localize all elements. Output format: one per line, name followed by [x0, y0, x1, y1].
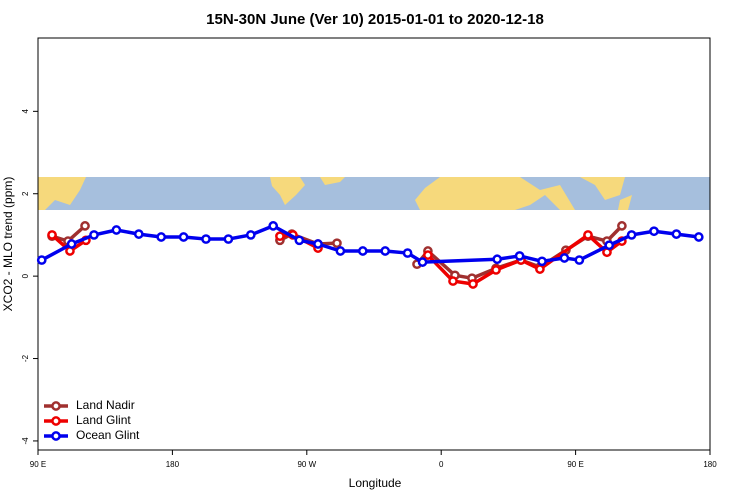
- legend-label: Ocean Glint: [76, 428, 140, 442]
- map-strip: [38, 177, 710, 210]
- data-point: [617, 221, 627, 231]
- data-point: [223, 234, 234, 244]
- x-tick-label: 180: [703, 460, 717, 469]
- data-point: [380, 246, 391, 256]
- data-point: [604, 240, 615, 251]
- data-point: [275, 231, 285, 242]
- x-tick-label: 90 E: [567, 460, 583, 469]
- y-tick-label: -2: [21, 354, 30, 362]
- y-tick-label: -4: [21, 437, 30, 445]
- x-tick-label: 90 E: [30, 460, 46, 469]
- data-point: [491, 265, 501, 275]
- legend-marker: [51, 401, 61, 411]
- data-point: [468, 279, 478, 289]
- data-point: [357, 246, 368, 256]
- data-point: [693, 232, 704, 242]
- x-tick-label: 180: [166, 460, 180, 469]
- data-point: [537, 256, 547, 267]
- legend-marker: [51, 416, 61, 426]
- data-point: [268, 221, 279, 231]
- x-tick-label: 90 W: [297, 460, 316, 469]
- data-point: [417, 257, 428, 267]
- data-point: [156, 232, 167, 242]
- legend-marker: [51, 431, 61, 441]
- chart-title: 15N-30N June (Ver 10) 2015-01-01 to 2020…: [206, 11, 544, 28]
- data-point: [335, 246, 346, 256]
- data-point: [583, 230, 593, 240]
- series-line: [40, 224, 700, 264]
- data-point: [448, 276, 458, 286]
- data-point: [201, 234, 211, 244]
- plot-frame: [37, 37, 711, 451]
- data-point: [649, 226, 659, 237]
- y-tick-label: 4: [21, 109, 30, 114]
- y-axis-label: XCO2 - MLO trend (ppm): [1, 177, 15, 312]
- data-point: [111, 225, 122, 235]
- data-point: [133, 229, 144, 239]
- x-axis-label: Longitude: [349, 476, 402, 490]
- data-point: [514, 251, 525, 261]
- data-point: [47, 230, 57, 240]
- data-point: [313, 239, 323, 249]
- legend-label: Land Nadir: [76, 398, 135, 412]
- data-point: [626, 230, 637, 240]
- data-point: [178, 232, 189, 242]
- data-point: [245, 230, 256, 240]
- data-point: [294, 235, 305, 246]
- data-point: [332, 238, 342, 249]
- data-point: [402, 248, 413, 258]
- data-point: [574, 255, 585, 265]
- y-tick-label: 0: [21, 273, 30, 278]
- data-point: [66, 239, 77, 249]
- data-point: [535, 264, 545, 274]
- data-point: [423, 250, 433, 260]
- y-tick-label: 2: [21, 191, 30, 196]
- data-point: [671, 229, 682, 239]
- data-point: [36, 255, 47, 265]
- data-point: [80, 221, 90, 231]
- legend-label: Land Glint: [76, 413, 131, 427]
- data-point: [559, 253, 570, 263]
- x-tick-label: 0: [439, 460, 444, 469]
- data-point: [492, 254, 503, 265]
- data-point: [89, 230, 99, 240]
